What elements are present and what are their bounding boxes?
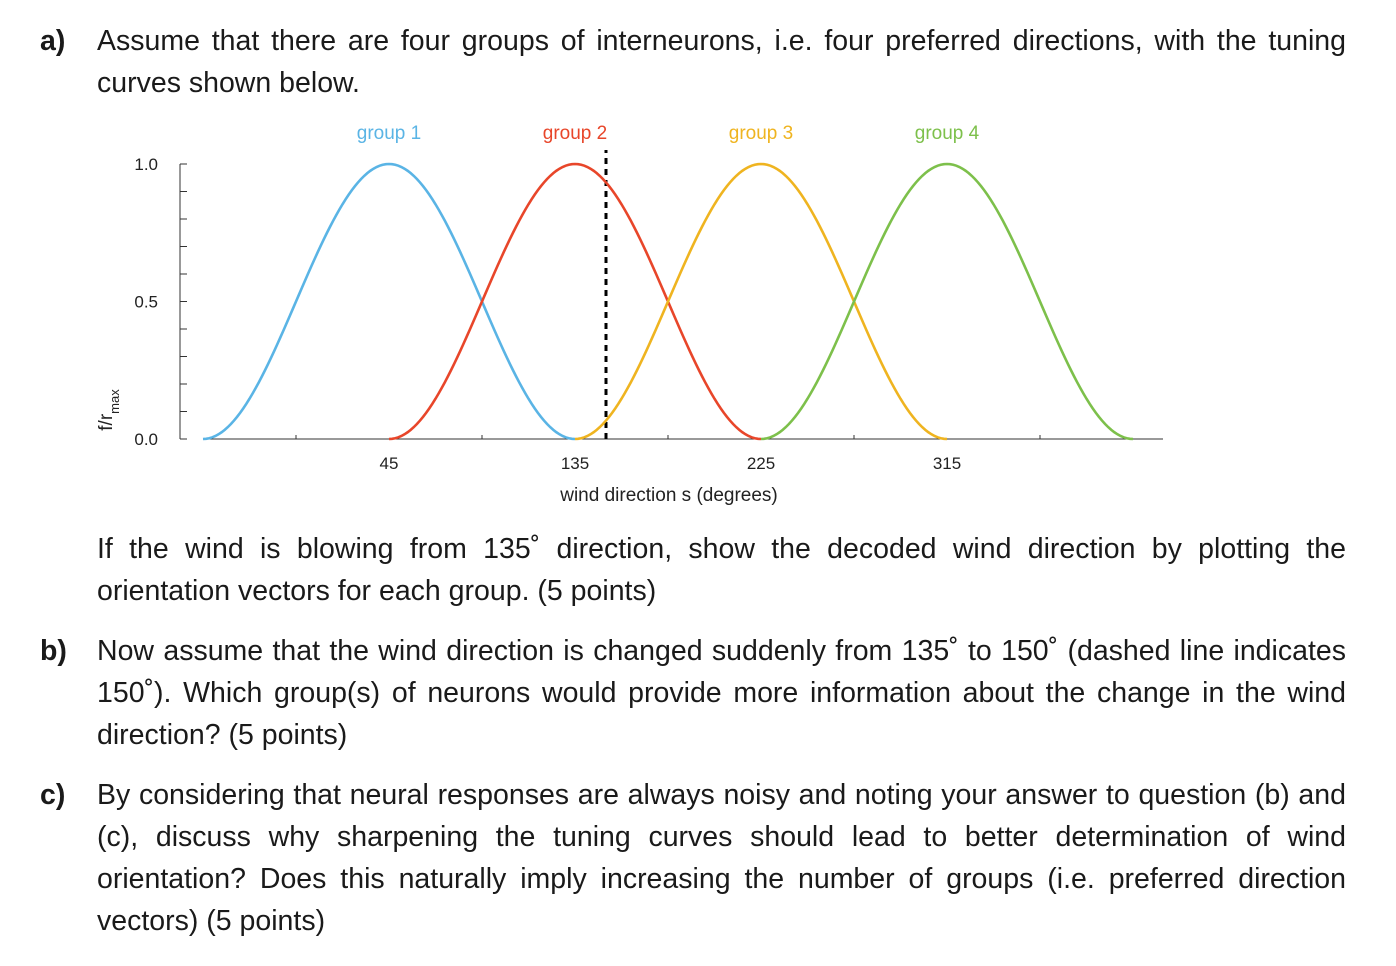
question-b-text: Now assume that the wind direction is ch… <box>97 635 1346 751</box>
question-c-text: By considering that neural responses are… <box>97 779 1346 937</box>
y-tick-label: 1.0 <box>134 155 158 174</box>
question-c: c) By considering that neural responses … <box>40 774 1346 942</box>
legend-label-group-4: group 4 <box>915 123 980 144</box>
tuning-curve-group-1 <box>202 162 576 441</box>
legend-label-group-2: group 2 <box>543 123 607 144</box>
legend-label-group-1: group 1 <box>357 123 421 144</box>
chart-axes: 0.0 0.5 1.0 45 135 225 315 <box>134 150 1163 473</box>
question-a-label: a) <box>40 25 66 57</box>
y-tick-label: 0.5 <box>134 293 158 312</box>
tuning-curves-chart: 0.00.51.045 135 225 315 group 1 group 2 group… <box>96 123 1163 506</box>
tuning-curve-group-4 <box>760 162 1134 441</box>
tuning-curve-group-3 <box>574 162 948 441</box>
question-a: a) Assume that there are four groups of … <box>40 20 1346 104</box>
question-a-text: Assume that there are four groups of int… <box>97 25 1346 99</box>
y-axis-label: f/rmax <box>96 389 122 431</box>
chart-legend: group 1 group 2 group 3 group 4 <box>357 123 980 144</box>
x-tick-label: 225 <box>747 454 775 473</box>
tuning-curve-group-2 <box>388 162 762 441</box>
x-tick-label: 45 <box>380 454 399 473</box>
question-b-label: b) <box>40 635 67 667</box>
question-b: b) Now assume that the wind direction is… <box>40 630 1346 756</box>
legend-label-group-3: group 3 <box>729 123 793 144</box>
x-axis-label: wind direction s (degrees) <box>559 485 778 506</box>
x-tick-label: 315 <box>933 454 961 473</box>
question-a-followup: If the wind is blowing from 135˚ directi… <box>97 533 1346 607</box>
chart-series <box>202 162 1134 441</box>
y-axis-label-sub: max <box>107 389 122 414</box>
y-axis-label-main: f/r <box>96 413 117 431</box>
question-c-label: c) <box>40 779 66 811</box>
x-tick-label: 135 <box>561 454 589 473</box>
y-tick-label: 0.0 <box>134 430 158 449</box>
